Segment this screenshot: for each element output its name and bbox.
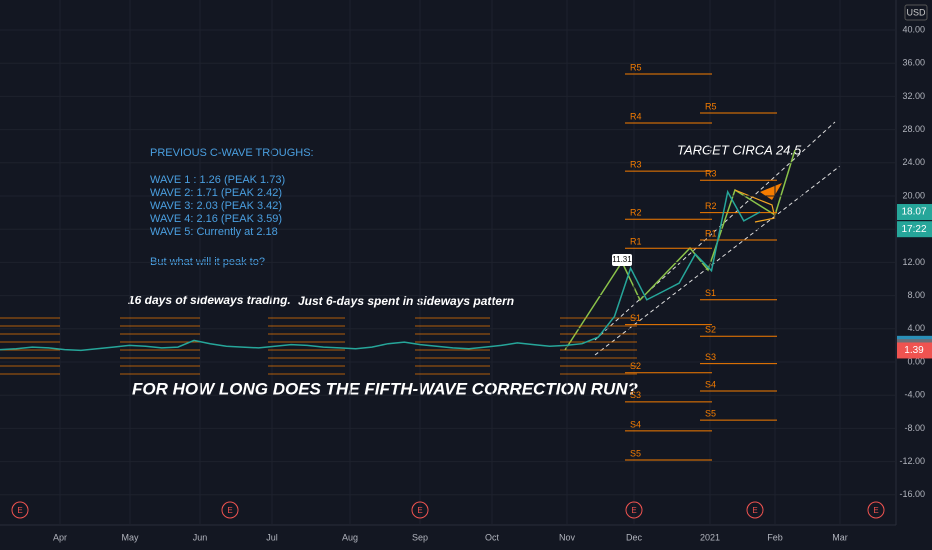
price-badge [897, 204, 932, 221]
event-icon[interactable] [411, 501, 429, 519]
time-tick-label: Aug [342, 532, 358, 542]
price-tick-label: 4.00 [907, 323, 925, 333]
time-tick-label: Oct [485, 532, 500, 542]
price-tick-label: 24.00 [902, 157, 925, 167]
event-label: E [17, 506, 22, 515]
event-icon[interactable] [746, 501, 764, 519]
event-icon[interactable] [11, 501, 29, 519]
peak-box [612, 254, 632, 266]
pivot-label: R3 [705, 169, 717, 179]
price-tick-label: 28.00 [902, 124, 925, 134]
price-badge-label: 17:22 [901, 224, 926, 235]
pivot-label: S3 [630, 390, 641, 400]
price-badge-label: 18.07 [901, 207, 926, 218]
pivot-label: R5 [705, 101, 717, 111]
event-label: E [417, 506, 422, 515]
pivot-label: R2 [630, 208, 642, 218]
event-label: E [227, 506, 232, 515]
pivot-label: S1 [705, 288, 716, 298]
channel-top [594, 121, 836, 341]
peak-label: 11.31 [612, 255, 632, 264]
pivot-label: S1 [630, 313, 641, 323]
event-label: E [631, 506, 636, 515]
price-tick-label: 0.00 [907, 356, 925, 366]
note-line: WAVE 4: 2.16 (PEAK 3.59) [150, 213, 282, 225]
price-tick-label: 36.00 [902, 58, 925, 68]
time-tick-label: Nov [559, 532, 576, 542]
time-tick-label: Jul [266, 532, 278, 542]
pivot-label: R2 [705, 201, 717, 211]
note: Just 6-days spent in sideways pattern [298, 294, 514, 308]
price-tick-label: 12.00 [902, 257, 925, 267]
currency-box[interactable] [904, 4, 928, 21]
pivot-label: S4 [705, 379, 716, 389]
note-line: WAVE 5: Currently at 2.18 [150, 226, 278, 238]
price-tick-label: 32.00 [902, 91, 925, 101]
pivot-label: S5 [705, 408, 716, 418]
event-label: E [752, 506, 757, 515]
price-line [0, 189, 761, 352]
note: 16 days of sideways trading. [128, 293, 291, 307]
channel-bottom [594, 165, 841, 356]
time-tick-label: 2021 [700, 532, 720, 542]
note-line: WAVE 1 : 1.26 (PEAK 1.73) [150, 174, 285, 186]
pivot-label: S4 [630, 419, 641, 429]
time-tick-label: Dec [626, 532, 643, 542]
price-badge [897, 342, 932, 359]
price-badge-label: 1.39 [904, 345, 924, 356]
pivot-label: R1 [630, 237, 642, 247]
triangle [734, 189, 776, 223]
price-badge [897, 221, 932, 238]
time-tick-label: Jun [193, 532, 208, 542]
event-icon[interactable] [867, 501, 885, 519]
price-tick-label: 20.00 [902, 190, 925, 200]
price-tick-label: -4.00 [904, 390, 925, 400]
price-tick-label: -12.00 [899, 456, 925, 466]
pivot-label: R3 [630, 159, 642, 169]
time-tick-label: Apr [53, 532, 67, 542]
price-tick-label: 40.00 [902, 24, 925, 34]
time-tick-label: May [121, 532, 139, 542]
time-tick-label: Mar [832, 532, 848, 542]
pivot-label: S5 [630, 448, 641, 458]
event-label: E [873, 506, 878, 515]
wave-count [564, 149, 796, 351]
price-tick-label: 8.00 [907, 290, 925, 300]
currency: USD [906, 7, 926, 17]
time-tick-label: Feb [767, 532, 783, 542]
event-icon[interactable] [625, 501, 643, 519]
pivot-label: S2 [630, 361, 641, 371]
price-tick-label: -16.00 [899, 489, 925, 499]
time-tick-label: Sep [412, 532, 428, 542]
headline: FOR HOW LONG DOES THE FIFTH-WAVE CORRECT… [132, 379, 638, 398]
pivot-label: R1 [705, 228, 717, 238]
pivot-label: R4 [630, 111, 642, 121]
note-line: WAVE 3: 2.03 (PEAK 3.42) [150, 200, 282, 212]
pivot-label: S2 [705, 325, 716, 335]
event-icon[interactable] [221, 501, 239, 519]
price-tick-label: -8.00 [904, 423, 925, 433]
target-arrow [760, 183, 782, 200]
pivot-label: S3 [705, 352, 716, 362]
note-title: PREVIOUS C-WAVE TROUGHS: [150, 147, 314, 159]
note-line: WAVE 2: 1.71 (PEAK 2.42) [150, 187, 282, 199]
pivot-label: R5 [630, 62, 642, 72]
target-note: TARGET CIRCA 24.5 [677, 142, 802, 157]
